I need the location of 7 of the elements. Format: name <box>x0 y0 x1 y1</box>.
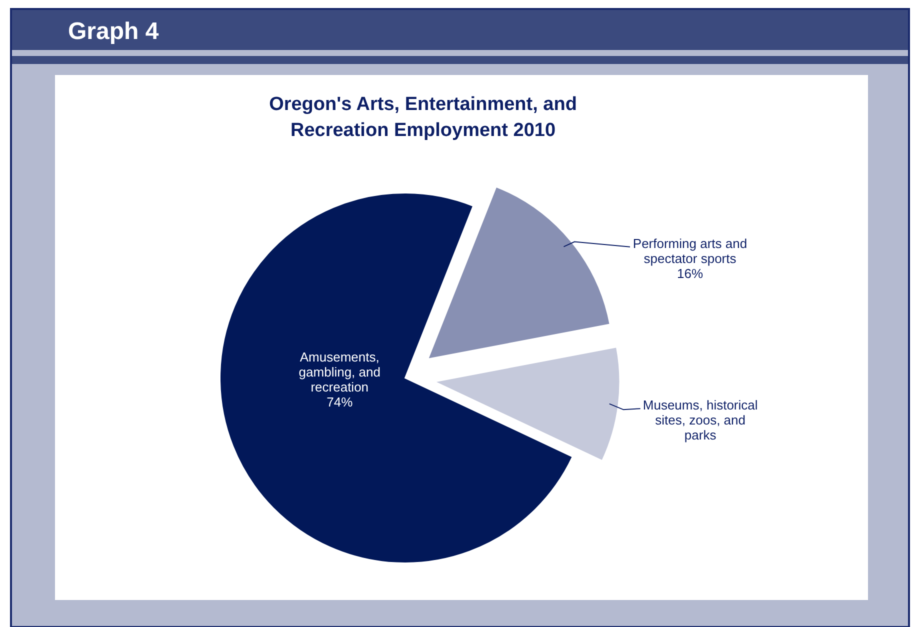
data-label: 16% <box>676 266 704 281</box>
caption: Graph 4 <box>68 18 160 45</box>
slice-label: Amusements, gambling, and recreation <box>298 349 380 394</box>
chart-title: Oregon's Arts, Entertainment, and Recreation Employment 2010 <box>269 94 577 141</box>
slice-label: Museums, historical sites, zoos, and parks <box>642 398 758 443</box>
data-label: 74% <box>326 394 354 410</box>
slice-label: Performing arts and spectator sports <box>632 236 748 266</box>
